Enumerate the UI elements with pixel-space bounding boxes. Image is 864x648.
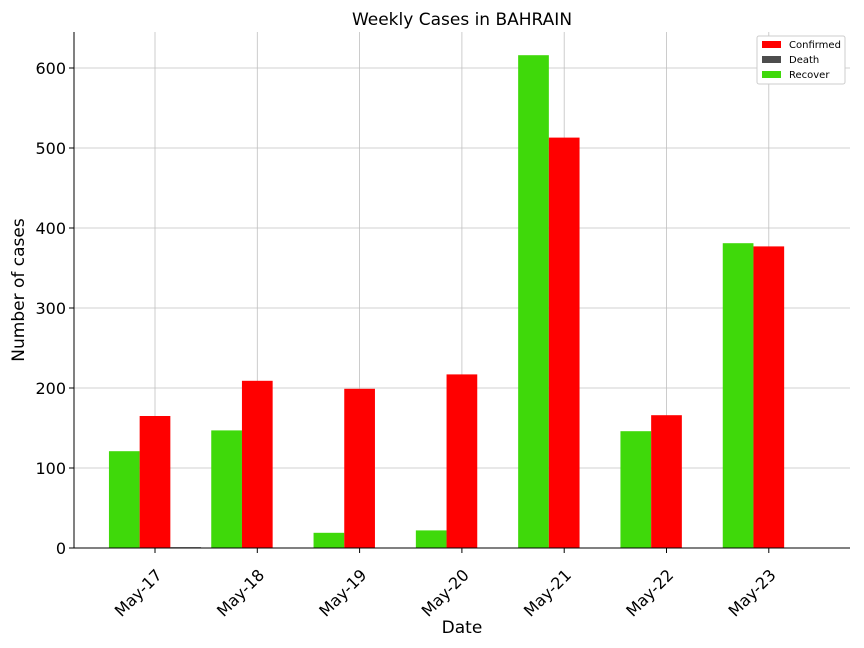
bar-confirmed-may-17 (139, 416, 171, 548)
legend-label-confirmed: Confirmed (789, 40, 841, 51)
bar-confirmed-may-18 (241, 380, 273, 548)
y-axis-label: Number of cases (9, 218, 29, 362)
bar-recover-may-17 (108, 451, 140, 548)
chart-title: Weekly Cases in BAHRAIN (352, 10, 572, 30)
bar-recover-may-21 (518, 55, 549, 548)
y-tick-label: 0 (56, 539, 66, 558)
x-tick-label: May-23 (725, 565, 780, 620)
bar-confirmed-may-19 (344, 388, 375, 548)
bars (108, 55, 785, 548)
y-tick-label: 300 (35, 299, 66, 318)
y-tick-label: 200 (35, 379, 66, 398)
bar-recover-may-23 (722, 243, 754, 548)
bar-recover-may-18 (211, 430, 242, 548)
bar-confirmed-may-20 (446, 374, 478, 548)
bar-confirmed-may-23 (753, 246, 785, 548)
x-axis-label: Date (442, 618, 483, 638)
bar-recover-may-19 (313, 532, 345, 548)
x-tick-label: May-17 (111, 565, 166, 620)
legend-label-death: Death (789, 55, 819, 66)
x-tick-label: May-19 (315, 565, 370, 620)
y-tick-label: 600 (35, 59, 66, 78)
legend-label-recover: Recover (789, 70, 830, 81)
bar-recover-may-20 (415, 530, 447, 548)
y-tick-label: 100 (35, 459, 66, 478)
x-tick-label: May-20 (418, 565, 473, 620)
y-tick-label: 500 (35, 139, 66, 158)
y-axis-ticks: 0 100 200 300 400 500 600 (35, 59, 74, 558)
y-tick-label: 400 (35, 219, 66, 238)
legend-swatch-death (762, 56, 781, 63)
legend-swatch-confirmed (762, 41, 781, 48)
bar-confirmed-may-22 (651, 415, 682, 548)
bar-confirmed-may-21 (548, 137, 580, 548)
bar-recover-may-22 (620, 431, 652, 548)
x-tick-label: May-22 (622, 565, 677, 620)
legend-swatch-recover (762, 71, 781, 78)
x-tick-label: May-18 (213, 565, 268, 620)
x-axis-ticks: May-17 May-18 May-19 May-20 May-21 May-22 May-… (111, 548, 780, 621)
x-tick-label: May-21 (520, 565, 575, 620)
legend: Confirmed Death Recover (756, 35, 846, 85)
